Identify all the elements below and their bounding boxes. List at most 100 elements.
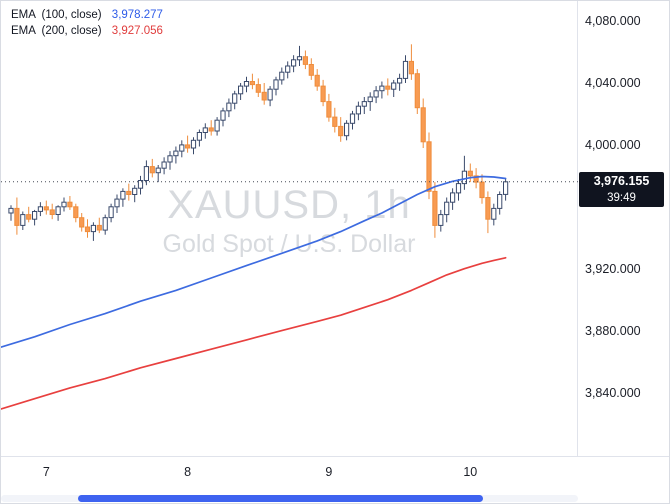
candle-up[interactable] <box>226 102 232 112</box>
indicator-value: 3,978.277 <box>111 9 163 21</box>
candle-up[interactable] <box>373 90 379 98</box>
candle-up[interactable] <box>361 101 367 107</box>
candle-up[interactable] <box>120 190 126 200</box>
indicator-params: (100, close) <box>41 9 102 21</box>
candle-down[interactable] <box>67 201 73 208</box>
candle-down[interactable] <box>426 141 432 192</box>
candle-down[interactable] <box>49 209 55 215</box>
candle-up[interactable] <box>273 79 279 90</box>
last-price-value: 3,976.155 <box>593 173 650 188</box>
candle-down[interactable] <box>302 56 308 65</box>
candle-down[interactable] <box>149 166 155 174</box>
candle-up[interactable] <box>190 139 197 149</box>
price-axis[interactable]: 3,976.155 39:49 4,080.000 4,040.000 4,000.… <box>578 1 669 456</box>
candle-down[interactable] <box>338 125 344 137</box>
candle-down[interactable] <box>96 224 102 231</box>
candle-up[interactable] <box>267 88 273 101</box>
candle-down[interactable] <box>308 64 314 76</box>
candle-up[interactable] <box>367 96 373 103</box>
ema-100-line[interactable] <box>1 175 507 349</box>
candle-down[interactable] <box>420 107 426 143</box>
candle-up[interactable] <box>355 105 361 115</box>
candle-up[interactable] <box>491 207 497 220</box>
candle-down[interactable] <box>249 81 256 86</box>
ema-200-line[interactable] <box>1 256 507 410</box>
candle-up[interactable] <box>37 206 43 212</box>
candle-down[interactable] <box>73 206 79 219</box>
candle-down[interactable] <box>432 190 438 226</box>
candle-down[interactable] <box>485 197 491 220</box>
candle-up[interactable] <box>173 150 179 157</box>
candle-up[interactable] <box>285 65 291 73</box>
candle-down[interactable] <box>185 144 191 149</box>
candle-up[interactable] <box>438 214 444 226</box>
candle-up[interactable] <box>61 201 67 208</box>
candle-up[interactable] <box>214 119 220 132</box>
candle-up[interactable] <box>167 155 173 163</box>
candle-down[interactable] <box>79 217 85 228</box>
candle-up[interactable] <box>102 217 108 231</box>
candle-up[interactable] <box>279 71 285 81</box>
candle-up[interactable] <box>344 122 350 137</box>
candle-up[interactable] <box>444 201 450 216</box>
candle-down[interactable] <box>26 214 32 220</box>
candle-down[interactable] <box>408 60 414 75</box>
candle-down[interactable] <box>84 226 91 233</box>
candle-down[interactable] <box>467 170 473 177</box>
candle-down[interactable] <box>385 85 391 90</box>
candle-down[interactable] <box>43 206 49 211</box>
candle-up[interactable] <box>202 127 208 134</box>
chart-pane[interactable]: XAUUSD, 1h Gold Spot / U.S. Dollar EMA (… <box>1 1 578 456</box>
horizontal-scrollbar-track[interactable] <box>1 495 578 502</box>
candle-up[interactable] <box>349 113 356 124</box>
candle-up[interactable] <box>243 81 250 87</box>
candle-down[interactable] <box>473 175 479 183</box>
candle-up[interactable] <box>291 59 297 67</box>
candle-down[interactable] <box>255 84 261 93</box>
candle-down[interactable] <box>314 74 320 87</box>
candle-up[interactable] <box>455 183 462 194</box>
candle-down[interactable] <box>208 127 214 132</box>
candle-up[interactable] <box>461 170 467 185</box>
candle-up[interactable] <box>397 77 403 84</box>
candlestick-chart[interactable] <box>1 1 578 456</box>
candle-up[interactable] <box>90 224 97 233</box>
candle-up[interactable] <box>379 85 385 92</box>
candle-up[interactable] <box>232 93 238 104</box>
candle-up[interactable] <box>220 110 226 121</box>
candle-up[interactable] <box>391 82 397 90</box>
candle-up[interactable] <box>161 161 167 169</box>
candle-up[interactable] <box>8 207 14 214</box>
candle-up[interactable] <box>155 167 161 174</box>
candle-down[interactable] <box>14 207 20 226</box>
candle-up[interactable] <box>238 85 244 95</box>
legend-ema-200[interactable]: EMA (200, close) 3,927.056 <box>11 23 163 39</box>
candle-up[interactable] <box>143 166 150 182</box>
candle-down[interactable] <box>414 73 420 109</box>
time-axis[interactable]: 7 8 9 10 <box>1 456 669 503</box>
horizontal-scrollbar-thumb[interactable] <box>78 495 483 502</box>
candle-down[interactable] <box>479 181 485 199</box>
candle-down[interactable] <box>126 190 132 195</box>
candle-up[interactable] <box>132 187 138 196</box>
legend-ema-100[interactable]: EMA (100, close) 3,978.277 <box>11 7 163 23</box>
candle-up[interactable] <box>179 144 185 152</box>
candle-up[interactable] <box>450 192 456 203</box>
candle-up[interactable] <box>20 214 26 226</box>
candle-up[interactable] <box>402 60 409 79</box>
price-tick-label: 3,920.000 <box>585 261 641 276</box>
candle-down[interactable] <box>332 116 338 127</box>
candle-up[interactable] <box>55 206 61 216</box>
price-tick-label: 3,880.000 <box>585 323 641 338</box>
candle-up[interactable] <box>114 198 120 208</box>
candle-down[interactable] <box>261 91 267 101</box>
candle-up[interactable] <box>497 194 503 209</box>
candle-up[interactable] <box>108 206 114 219</box>
candle-up[interactable] <box>196 132 203 141</box>
candle-up[interactable] <box>32 211 38 220</box>
candle-up[interactable] <box>137 180 144 189</box>
candle-up[interactable] <box>296 56 303 61</box>
candle-down[interactable] <box>326 101 332 118</box>
candle-down[interactable] <box>320 85 326 103</box>
candle-up[interactable] <box>503 181 509 195</box>
